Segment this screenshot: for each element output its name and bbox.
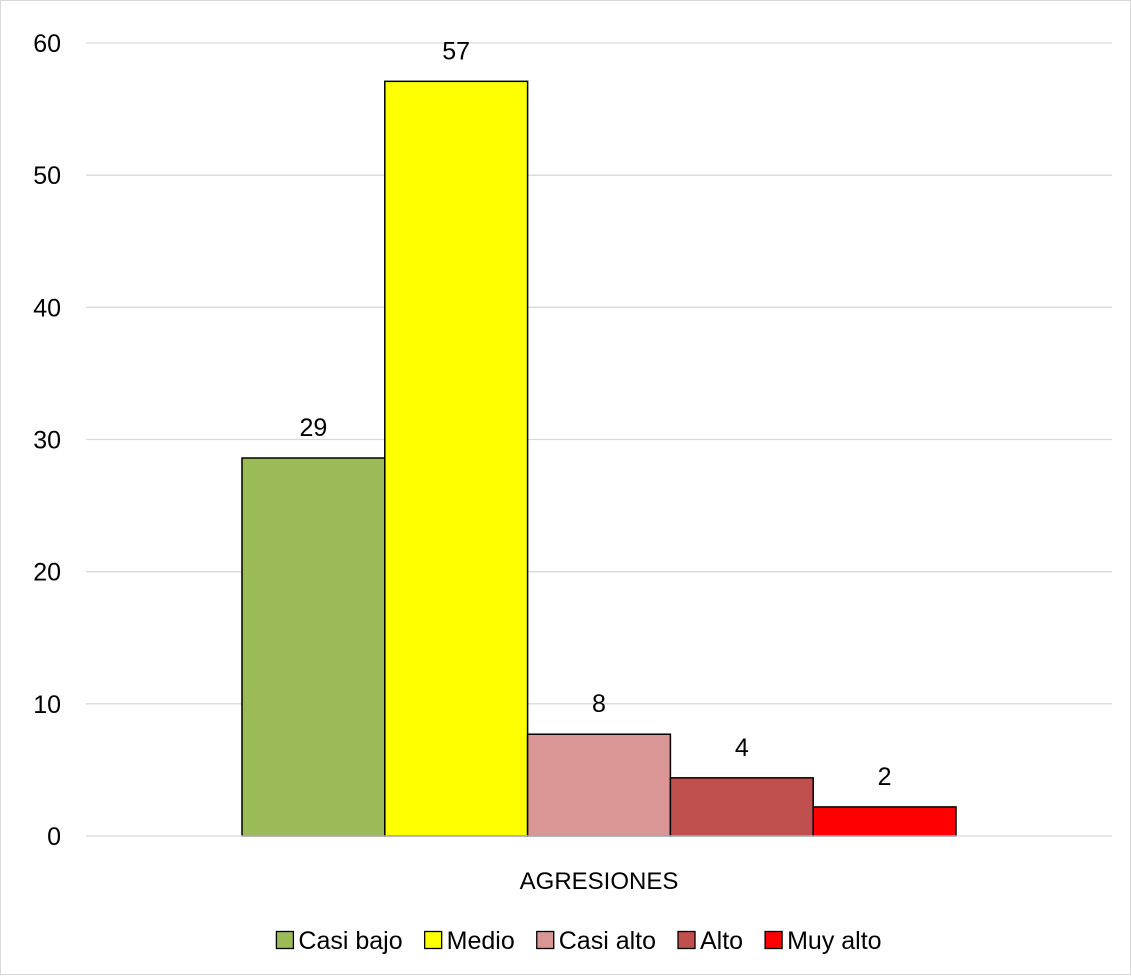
data-label: 8 (592, 690, 606, 718)
gridlines (86, 42, 1112, 705)
data-label: 2 (878, 763, 892, 791)
legend-item[interactable]: Muy alto (764, 927, 882, 955)
data-label: 4 (735, 734, 749, 762)
legend-swatch (677, 930, 696, 950)
y-tick-label: 0 (47, 823, 61, 851)
legend: Casi bajo Medio Casi alto Alto Muy alto (275, 927, 882, 955)
y-tick-label: 20 (33, 559, 61, 587)
legend-swatch (423, 930, 443, 950)
legend-swatch (764, 930, 783, 950)
legend-item[interactable]: Medio (423, 927, 515, 955)
x-category-label: AGRESIONES (520, 868, 679, 895)
x-axis-categories: AGRESIONES (520, 868, 679, 895)
legend-item[interactable]: Casi bajo (275, 927, 403, 955)
y-tick-label: 30 (33, 427, 61, 455)
y-tick-label: 60 (33, 30, 61, 58)
y-tick-label: 10 (33, 691, 61, 719)
y-tick-label: 50 (33, 162, 61, 190)
legend-label: Muy alto (787, 927, 881, 955)
legend-label: Alto (700, 927, 743, 955)
legend-swatch (275, 930, 295, 950)
bars (241, 80, 957, 837)
data-labels: 29 57 8 4 2 (299, 37, 891, 791)
legend-swatch (536, 930, 555, 950)
legend-label: Medio (447, 927, 515, 955)
data-label: 57 (442, 37, 470, 65)
legend-label: Casi bajo (298, 927, 402, 955)
bar-casi-bajo (241, 457, 386, 837)
bar-alto (669, 777, 814, 837)
legend-label: Casi alto (559, 927, 656, 955)
legend-item[interactable]: Casi alto (536, 927, 656, 955)
bar-muy-alto (812, 806, 957, 837)
data-label: 29 (299, 414, 327, 442)
bar-medio (384, 80, 529, 837)
bar-casi-alto (526, 733, 672, 837)
y-axis-ticks: 0 10 20 30 40 50 60 (33, 30, 61, 851)
legend-item[interactable]: Alto (677, 927, 743, 955)
y-tick-label: 40 (33, 294, 61, 322)
